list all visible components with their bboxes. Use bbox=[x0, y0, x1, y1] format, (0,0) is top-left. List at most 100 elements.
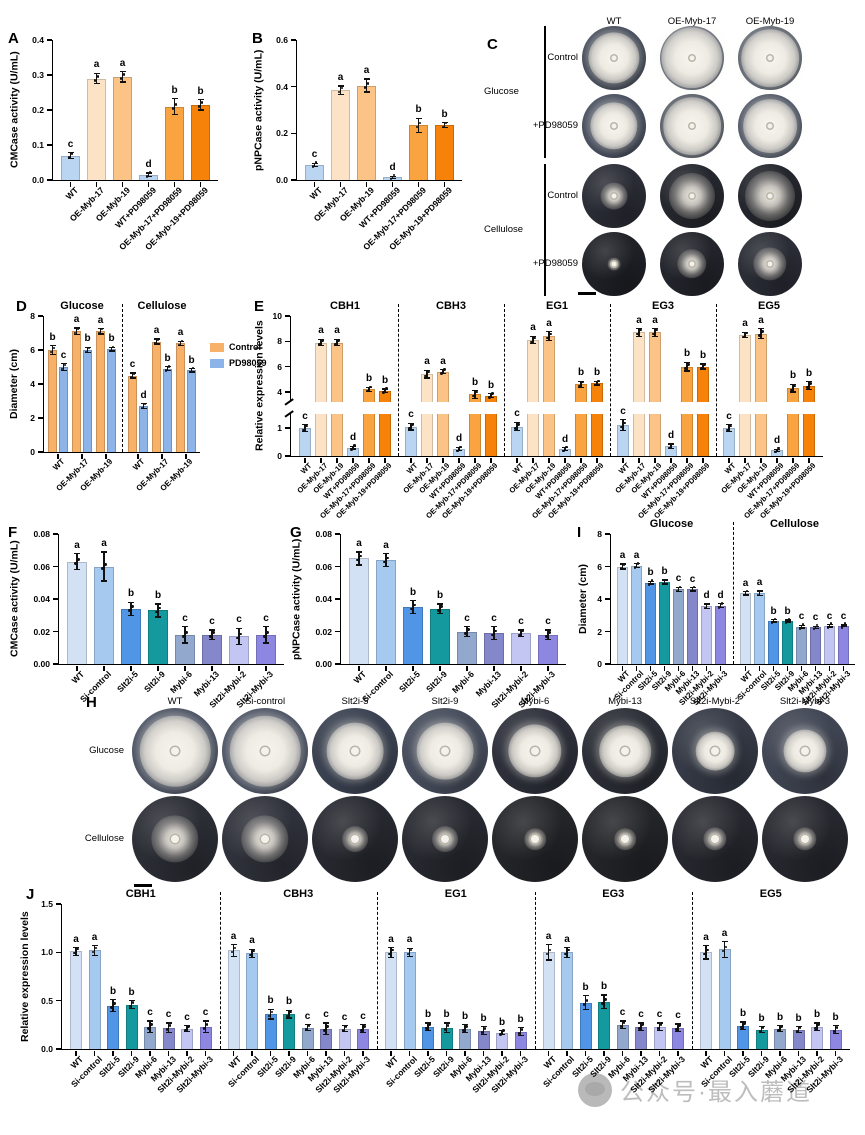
error-bar bbox=[464, 1024, 466, 1033]
significance-letter: b bbox=[461, 1010, 469, 1022]
bar-OE-Myb-17+PD98059 bbox=[363, 389, 375, 456]
error-cap-top bbox=[684, 361, 690, 363]
x-tick bbox=[596, 457, 598, 463]
error-bar bbox=[75, 327, 78, 335]
error-cap-bottom bbox=[652, 335, 658, 337]
error-cap-bottom bbox=[318, 345, 324, 347]
x-tick bbox=[320, 457, 322, 463]
data-point bbox=[440, 372, 443, 375]
bar-OE-Myb-17-PD98059 bbox=[163, 368, 172, 452]
data-point bbox=[840, 626, 844, 629]
x-axis-label: WT bbox=[351, 669, 369, 686]
bar-OE-Myb-19 bbox=[357, 85, 376, 180]
data-point bbox=[440, 605, 443, 608]
y-axis: 0 2 4 6 8 bbox=[21, 311, 43, 457]
error-bar bbox=[343, 1025, 346, 1032]
petri-dish-photo bbox=[582, 232, 646, 296]
error-cap-bottom bbox=[155, 616, 161, 618]
error-cap-top bbox=[564, 946, 570, 949]
data-point bbox=[650, 579, 654, 582]
data-point bbox=[581, 380, 584, 384]
data-point bbox=[132, 372, 136, 375]
x-tick bbox=[779, 1050, 781, 1056]
error-bar bbox=[677, 587, 680, 592]
bar-chart-d: Diameter (cm) 0 2 4 6 8 b c a b a b Glucose c d a b a b Cel… bbox=[8, 298, 200, 511]
error-bar bbox=[842, 624, 845, 627]
error-bar bbox=[520, 629, 522, 637]
data-point bbox=[647, 583, 651, 586]
data-point bbox=[659, 1023, 663, 1026]
significance-letter: b bbox=[776, 1011, 784, 1023]
inoculation-plug bbox=[529, 745, 541, 757]
significance-letter: c bbox=[464, 612, 470, 624]
panel-letter-a: A bbox=[8, 30, 19, 47]
error-bar bbox=[705, 945, 707, 960]
y-axis-title: Relative expression levels bbox=[19, 911, 32, 1042]
data-point bbox=[777, 1029, 780, 1032]
significance-letter: c bbox=[202, 1006, 209, 1018]
error-bar bbox=[427, 1022, 429, 1031]
error-cap-top bbox=[236, 627, 242, 629]
bar-WT-PD98059 bbox=[139, 406, 148, 452]
y-tick bbox=[291, 132, 296, 135]
error-bar bbox=[358, 551, 360, 565]
error-cap-bottom bbox=[661, 583, 668, 585]
error-cap-top bbox=[633, 563, 640, 565]
data-point bbox=[720, 602, 724, 605]
y-tick-label: 0.02 bbox=[315, 626, 332, 637]
x-tick bbox=[427, 1050, 429, 1056]
error-bar bbox=[179, 341, 182, 346]
data-point bbox=[413, 603, 416, 607]
chart-expression-silencing: Relative expression levels 0.0 0.5 1.0 1.5 a a… bbox=[18, 886, 850, 1114]
y-tick-label: 4 bbox=[277, 386, 282, 397]
bar-Slt2i-5 bbox=[768, 620, 779, 664]
bar-Slt2i-9 bbox=[283, 1014, 295, 1049]
error-cap-top bbox=[812, 625, 819, 628]
x-tick bbox=[842, 665, 845, 671]
error-cap-bottom bbox=[389, 177, 396, 179]
petri-dish-photo bbox=[762, 796, 848, 882]
group-title: CBH1 bbox=[125, 888, 156, 900]
significance-letter: b bbox=[441, 108, 448, 120]
x-tick bbox=[547, 1050, 550, 1056]
bar-Si-control bbox=[718, 949, 731, 1049]
significance-letter: b bbox=[49, 331, 56, 343]
significance-letter: d bbox=[717, 589, 724, 601]
data-point bbox=[239, 632, 242, 636]
x-tick bbox=[238, 665, 240, 671]
y-tick bbox=[605, 565, 610, 568]
error-bar bbox=[564, 447, 566, 451]
error-cap-top bbox=[647, 580, 654, 583]
data-point bbox=[703, 363, 706, 366]
group-separator bbox=[692, 892, 693, 1049]
error-bar bbox=[384, 389, 386, 393]
inoculation-plug bbox=[169, 833, 181, 845]
error-cap-bottom bbox=[675, 590, 682, 592]
significance-letter: c bbox=[304, 1010, 311, 1022]
x-axis-label: Mybi-6 bbox=[449, 669, 477, 696]
error-cap-bottom bbox=[514, 430, 520, 432]
error-bar bbox=[352, 446, 354, 449]
data-point bbox=[585, 999, 589, 1002]
data-point bbox=[798, 627, 802, 630]
error-bar bbox=[62, 363, 65, 371]
x-tick bbox=[654, 457, 656, 463]
inoculation-plug bbox=[610, 192, 618, 200]
significance-letter: b bbox=[577, 367, 585, 379]
data-point bbox=[437, 609, 440, 612]
error-cap-bottom bbox=[668, 447, 674, 450]
significance-letter: b bbox=[84, 333, 91, 345]
x-tick bbox=[443, 181, 446, 187]
error-cap-top bbox=[97, 328, 104, 330]
error-cap-bottom bbox=[721, 956, 728, 958]
error-bar bbox=[410, 423, 412, 430]
data-point bbox=[620, 425, 623, 429]
x-tick bbox=[325, 1050, 327, 1056]
significance-letter: a bbox=[440, 355, 446, 367]
data-point bbox=[562, 449, 565, 452]
inoculation-plug bbox=[766, 260, 774, 268]
data-point bbox=[76, 327, 80, 331]
significance-letter: a bbox=[73, 933, 79, 945]
data-point bbox=[94, 947, 98, 950]
error-cap-bottom bbox=[726, 430, 732, 433]
